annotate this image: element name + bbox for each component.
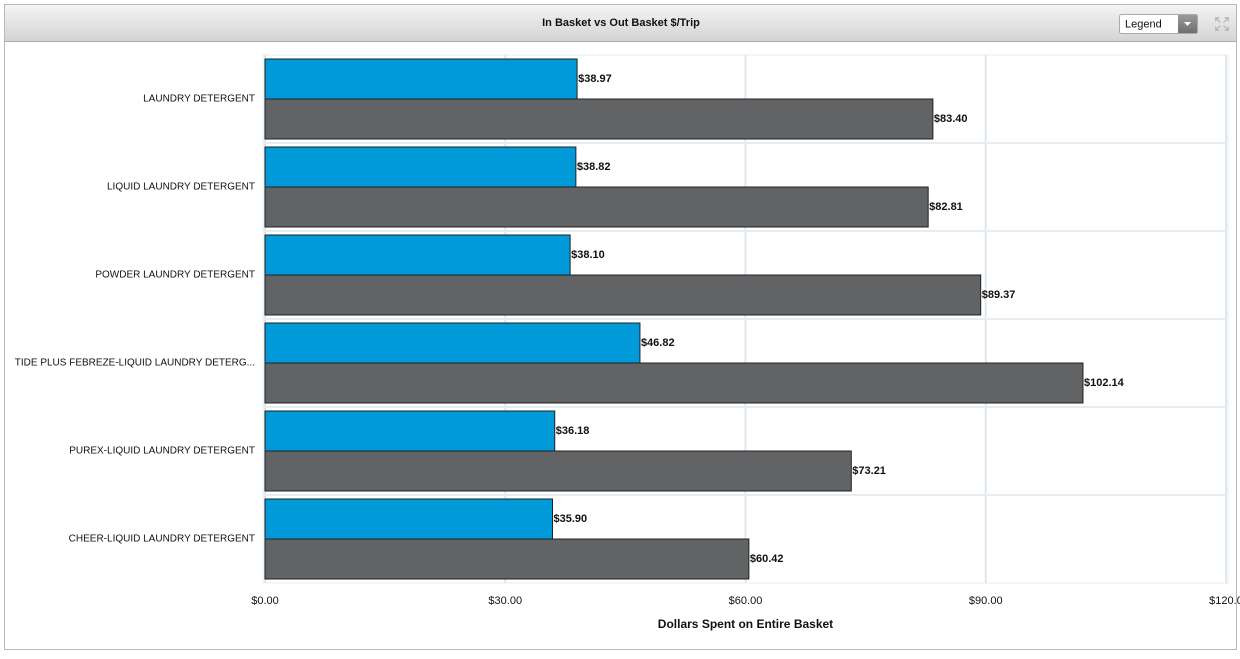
bar [264, 362, 1084, 404]
bar [264, 498, 553, 540]
x-axis-title: Dollars Spent on Entire Basket [658, 617, 833, 631]
bar [264, 58, 578, 100]
value-label: $83.40 [934, 113, 968, 125]
y-tick-label: CHEER-LIQUID LAUNDRY DETERGENT [69, 534, 255, 545]
bar [264, 146, 577, 188]
expand-glyph[interactable] [1215, 17, 1229, 31]
value-label: $35.90 [553, 513, 587, 525]
bar [264, 322, 641, 364]
dropdown-arrow [1184, 22, 1191, 26]
value-label: $46.82 [641, 337, 675, 349]
x-tick-label: $60.00 [729, 595, 763, 607]
x-tick-label: $30.00 [488, 595, 522, 607]
y-tick-label: PUREX-LIQUID LAUNDRY DETERGENT [69, 446, 255, 457]
chart-title: In Basket vs Out Basket $/Trip [542, 17, 700, 29]
value-label: $89.37 [982, 289, 1016, 301]
legend-dropdown[interactable]: Legend [1119, 14, 1198, 34]
bar [264, 410, 556, 452]
bar [264, 538, 750, 580]
value-label: $102.14 [1084, 377, 1125, 389]
bar [264, 234, 571, 276]
bar [264, 186, 929, 228]
bar [264, 274, 982, 316]
value-label: $60.42 [750, 553, 784, 565]
value-label: $38.97 [578, 73, 612, 85]
value-label: $38.10 [571, 249, 605, 261]
x-tick-label: $120.0 [1209, 595, 1240, 607]
plot-area: $0.00 $30.00 $60.00 $90.00 $120.0 LAUNDRY DET… [15, 54, 1240, 631]
y-tick-label: LIQUID LAUNDRY DETERGENT [107, 182, 255, 193]
bar [264, 98, 934, 140]
value-label: $82.81 [929, 201, 963, 213]
y-tick-label: LAUNDRY DETERGENT [143, 94, 255, 105]
value-label: $36.18 [556, 425, 590, 437]
y-tick-label: POWDER LAUNDRY DETERGENT [95, 270, 255, 281]
value-label: $38.82 [577, 161, 611, 173]
header [5, 5, 1236, 41]
y-tick-label: TIDE PLUS FEBREZE-LIQUID LAUNDRY DETERG.… [15, 358, 255, 369]
x-tick-label: $0.00 [251, 595, 279, 607]
value-label: $73.21 [852, 465, 886, 477]
x-tick-label: $90.00 [969, 595, 1003, 607]
dropdown-label[interactable]: Legend [1125, 18, 1162, 30]
bar [264, 450, 852, 492]
expand-icon[interactable] [1215, 17, 1229, 31]
